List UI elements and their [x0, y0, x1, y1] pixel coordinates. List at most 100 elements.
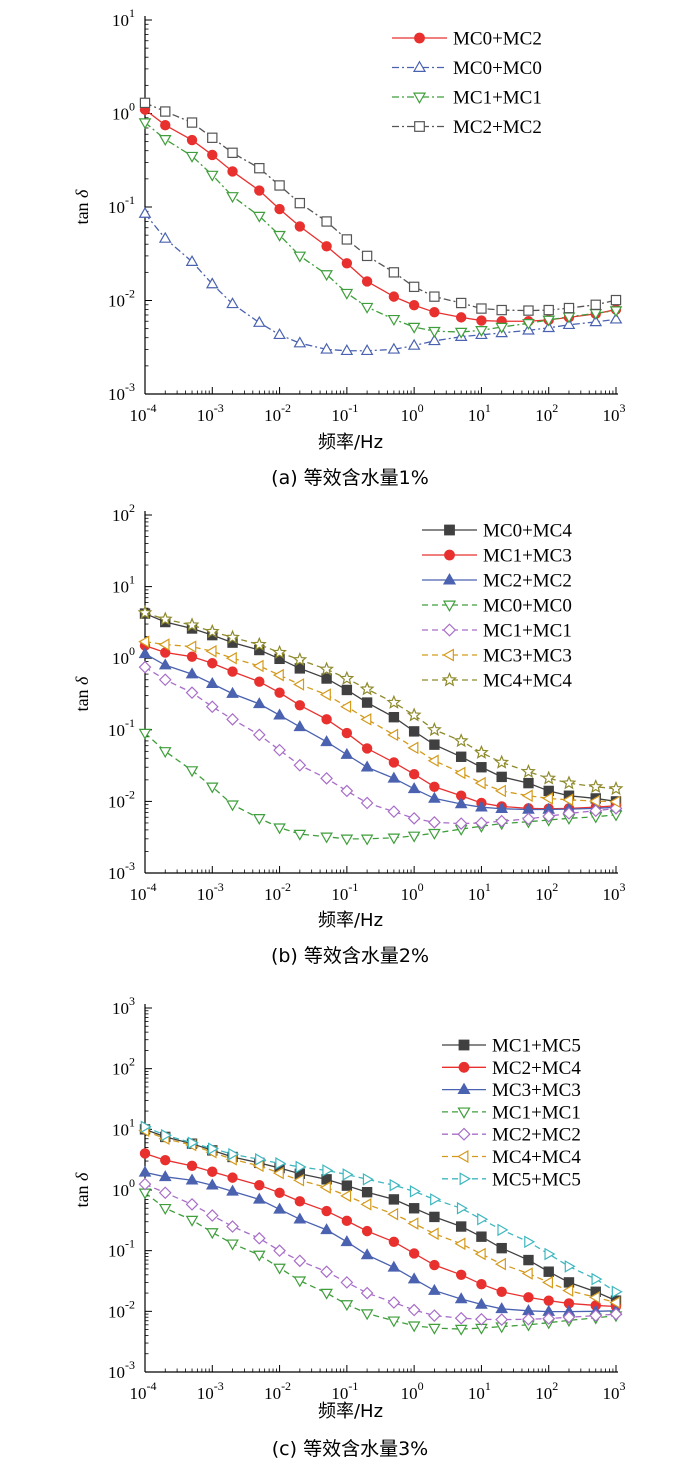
- x-tick-exponent: 2: [552, 1379, 558, 1393]
- data-point: [320, 270, 333, 282]
- y-axis-label: tan δ: [72, 1172, 92, 1208]
- x-tick-exponent: -3: [214, 401, 224, 415]
- data-point: [226, 712, 239, 726]
- data-point: [475, 1312, 488, 1326]
- series-line: [144, 644, 617, 810]
- data-point: [521, 789, 533, 803]
- data-point: [429, 306, 440, 318]
- data-point: [273, 230, 286, 242]
- data-point: [454, 1292, 468, 1304]
- data-point: [427, 754, 439, 768]
- data-point: [138, 118, 152, 130]
- data-point: [321, 241, 332, 252]
- data-point: [430, 1193, 442, 1206]
- data-point: [341, 234, 353, 245]
- data-point: [476, 762, 487, 773]
- data-point: [521, 763, 536, 778]
- y-tick-exponent: 2: [129, 501, 135, 515]
- y-tick-exponent: -2: [125, 787, 135, 801]
- data-point: [320, 832, 333, 844]
- data-point: [273, 743, 286, 757]
- data-point: [388, 711, 400, 723]
- legend-label: MC2+MC2: [453, 117, 542, 138]
- data-point: [387, 833, 401, 845]
- data-point: [158, 135, 172, 147]
- data-point: [138, 1165, 152, 1177]
- data-point: [293, 1254, 307, 1268]
- data-point: [408, 1203, 420, 1214]
- data-point: [522, 319, 535, 331]
- x-tick-exponent: -4: [147, 401, 157, 415]
- y-tick-label: 101: [112, 6, 135, 30]
- data-point: [542, 809, 556, 823]
- data-point: [562, 1310, 576, 1324]
- legend-label: MC1+MC5: [492, 1036, 581, 1057]
- data-point: [523, 305, 534, 316]
- data-point: [361, 743, 373, 754]
- legend-label: MC0+MC0: [453, 58, 542, 79]
- x-tick-exponent: -3: [214, 880, 224, 894]
- data-point: [387, 1207, 399, 1221]
- y-tick-mantissa: 10: [112, 999, 129, 1018]
- data-point: [475, 816, 488, 830]
- data-point: [428, 1323, 441, 1335]
- legend: MC0+MC4 MC1+MC3 MC2+MC2 MC0+MC0 MC1+MC1 MC3+M…: [422, 521, 572, 692]
- x-tick-mantissa: 10: [603, 406, 620, 425]
- y-tick-exponent: 3: [129, 994, 135, 1008]
- y-tick-label: 101: [112, 1115, 135, 1139]
- data-point: [589, 1309, 603, 1322]
- y-tick-mantissa: 10: [112, 11, 129, 30]
- legend-item: MC3+MC3: [422, 646, 572, 667]
- data-point: [360, 344, 374, 356]
- data-point: [138, 647, 152, 659]
- legend: MC0+MC2 MC0+MC0 MC1+MC1 MC2+MC2: [392, 29, 542, 138]
- data-point: [406, 707, 422, 722]
- y-tick-mantissa: 10: [108, 1302, 125, 1321]
- data-point: [186, 651, 198, 662]
- data-point: [407, 338, 421, 350]
- data-point: [252, 315, 266, 327]
- x-tick-mantissa: 10: [264, 885, 281, 904]
- data-point: [158, 747, 172, 759]
- data-point: [254, 676, 265, 687]
- series-line: [144, 1126, 617, 1293]
- data-point: [453, 733, 469, 748]
- data-point: [275, 1157, 287, 1170]
- x-tick-exponent: 3: [620, 880, 626, 894]
- data-point: [340, 1189, 352, 1203]
- y-tick-label: 10-2: [108, 1297, 135, 1321]
- legend-item: MC1+MC1: [422, 621, 572, 642]
- y-tick-mantissa: 10: [108, 1242, 125, 1261]
- data-point: [138, 660, 152, 674]
- data-point: [226, 192, 239, 204]
- x-tick-exponent: 0: [418, 1379, 424, 1393]
- data-point: [320, 771, 333, 785]
- data-point: [562, 318, 576, 330]
- x-tick-exponent: 2: [552, 401, 558, 415]
- data-point: [339, 670, 355, 685]
- y-tick-label: 102: [112, 1055, 135, 1079]
- data-point: [294, 221, 306, 232]
- x-axis-label: 频率/Hz: [318, 910, 383, 931]
- data-point: [474, 776, 486, 790]
- data-point: [137, 605, 153, 620]
- data-point: [476, 303, 487, 314]
- y-tick-mantissa: 10: [108, 385, 125, 404]
- chart-panel-2: 10-4 10-3 10-2 10-1 100 101 102 10310-310-210-1…: [72, 994, 626, 1460]
- data-point: [454, 766, 466, 780]
- data-point: [292, 651, 308, 667]
- data-point: [252, 814, 266, 826]
- legend-marker: [457, 1149, 469, 1164]
- data-point: [360, 302, 374, 314]
- data-point: [609, 306, 623, 318]
- x-tick-mantissa: 10: [468, 885, 485, 904]
- data-point: [226, 686, 239, 698]
- legend-label: MC3+MC3: [483, 646, 572, 667]
- data-point: [476, 1231, 487, 1242]
- y-tick-mantissa: 10: [108, 721, 125, 740]
- legend-marker: [414, 121, 425, 132]
- data-point: [158, 673, 172, 687]
- x-tick-mantissa: 10: [535, 885, 552, 904]
- x-tick-exponent: 0: [418, 880, 424, 894]
